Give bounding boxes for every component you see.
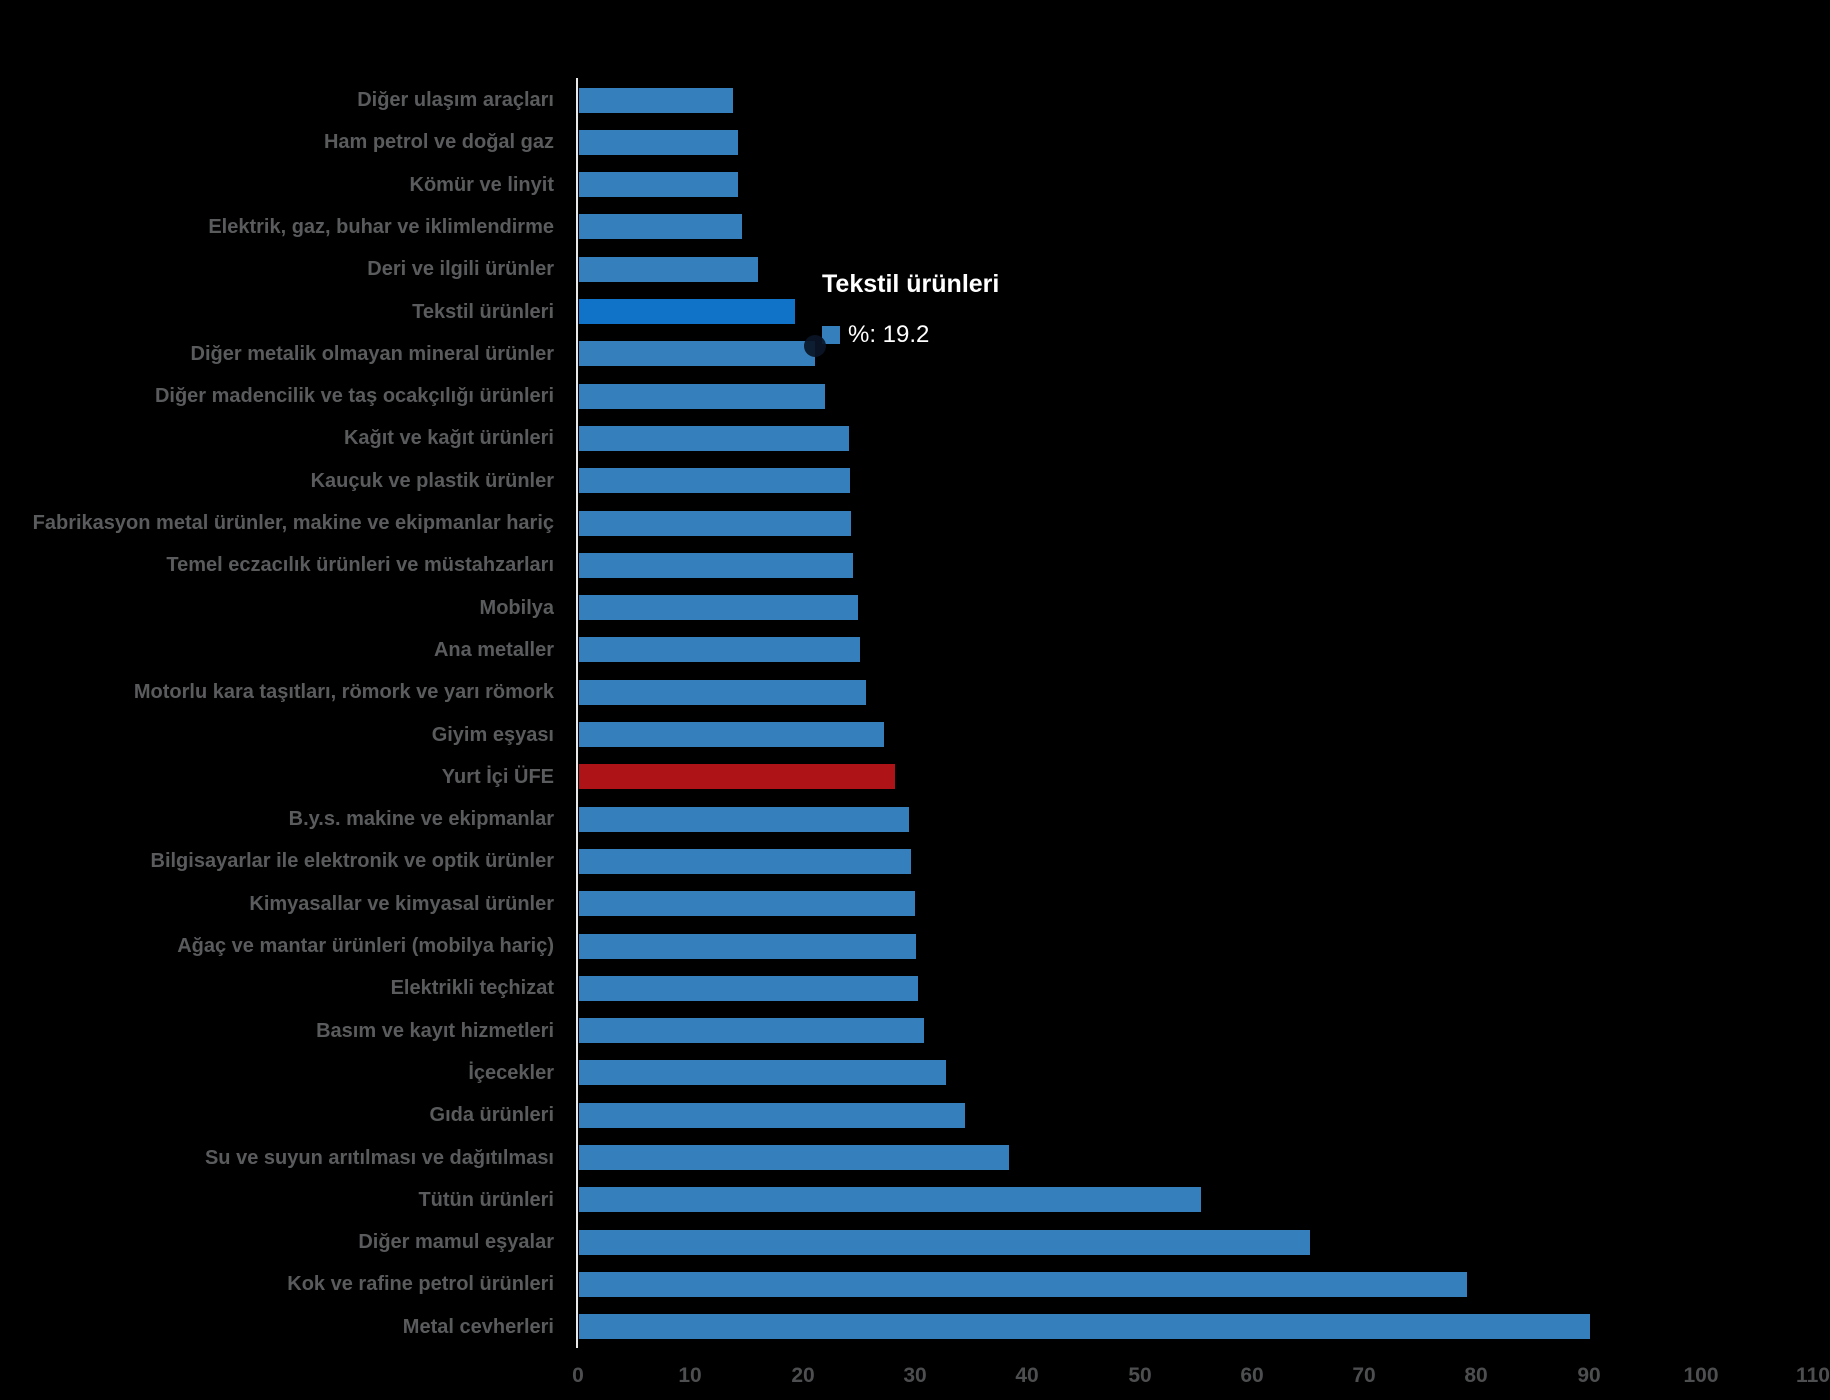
bar[interactable] [579,130,738,155]
x-tick-label: 0 [572,1364,584,1387]
category-label: Mobilya [479,597,554,619]
category-label: Kömür ve linyit [409,174,554,196]
category-label: Bilgisayarlar ile elektronik ve optik ür… [150,850,555,872]
category-label: Kok ve rafine petrol ürünleri [287,1273,554,1295]
category-label: Giyim eşyası [431,724,554,746]
tooltip-value-row: %: 19.2 [822,321,999,349]
bar[interactable] [579,1103,965,1128]
x-tick-label: 40 [1015,1364,1039,1387]
category-label: B.y.s. makine ve ekipmanlar [288,808,554,830]
category-label: Elektrik, gaz, buhar ve iklimlendirme [208,216,554,238]
bar[interactable] [579,1060,946,1085]
category-label: Tekstil ürünleri [412,301,554,323]
tooltip-title: Tekstil ürünleri [822,270,1000,298]
x-tick-label: 70 [1352,1364,1376,1387]
category-label: Tütün ürünleri [418,1189,554,1211]
category-label: Kimyasallar ve kimyasal ürünler [249,893,554,915]
bar[interactable] [579,1145,1009,1170]
category-label: Diğer metalik olmayan mineral ürünler [190,343,554,365]
bar[interactable] [579,214,742,239]
category-label: Fabrikasyon metal ürünler, makine ve eki… [32,512,554,534]
bar[interactable] [579,341,815,366]
category-label: Diğer mamul eşyalar [358,1231,554,1253]
bar[interactable] [579,1018,924,1043]
bar[interactable] [579,976,918,1001]
tooltip-series-swatch-icon [822,326,840,344]
x-tick-label: 30 [903,1364,927,1387]
category-label: Diğer ulaşım araçları [357,89,554,111]
bar[interactable] [579,1272,1467,1297]
bar[interactable] [579,637,860,662]
bar[interactable] [579,511,851,536]
category-label: Ağaç ve mantar ürünleri (mobilya hariç) [177,935,554,957]
x-tick-label: 90 [1577,1364,1601,1387]
bar[interactable] [579,1230,1310,1255]
bar[interactable] [579,384,825,409]
bar[interactable] [579,722,884,747]
y-axis-line [576,78,578,1348]
bar[interactable] [579,426,849,451]
category-label: Ham petrol ve doğal gaz [323,131,554,153]
bar[interactable] [579,172,738,197]
x-tick-label: 80 [1464,1364,1488,1387]
bar[interactable] [579,595,858,620]
x-tick-label: 20 [791,1364,815,1387]
bar[interactable] [579,849,911,874]
bar[interactable] [579,468,850,493]
bar[interactable] [579,257,758,282]
category-label: İçecekler [468,1062,554,1084]
bar[interactable] [579,88,733,113]
x-tick-label: 10 [678,1364,702,1387]
category-label: Kauçuk ve plastik ürünler [310,470,554,492]
bar[interactable] [579,553,853,578]
category-label: Ana metaller [433,639,554,661]
category-label: Gıda ürünleri [429,1104,554,1126]
bar[interactable] [579,680,866,705]
bar-highlighted[interactable] [579,299,795,324]
category-label: Su ve suyun arıtılması ve dağıtılması [204,1147,554,1169]
tooltip: Tekstil ürünleri %: 19.2 [822,270,999,349]
category-label: Temel eczacılık ürünleri ve müstahzarlar… [166,554,554,576]
cursor-indicator [804,335,826,357]
bar[interactable] [579,1314,1590,1339]
category-label: Metal cevherleri [402,1316,554,1338]
x-tick-label: 110 [1796,1364,1830,1387]
category-label: Motorlu kara taşıtları, römork ve yarı r… [133,681,554,703]
category-label: Basım ve kayıt hizmetleri [316,1020,554,1042]
tooltip-value: %: 19.2 [848,321,930,348]
x-tick-label: 50 [1128,1364,1152,1387]
bar[interactable] [579,891,915,916]
bar[interactable] [579,1187,1201,1212]
x-tick-label: 100 [1683,1364,1719,1387]
bar[interactable] [579,934,916,959]
bar-reference[interactable] [579,764,895,789]
category-label: Deri ve ilgili ürünler [367,258,554,280]
category-label: Elektrikli teçhizat [390,977,554,999]
category-label: Kağıt ve kağıt ürünleri [343,427,554,449]
bar[interactable] [579,807,909,832]
x-tick-label: 60 [1240,1364,1264,1387]
category-label: Yurt İçi ÜFE [441,766,554,788]
category-label: Diğer madencilik ve taş ocakçılığı ürünl… [154,385,554,407]
